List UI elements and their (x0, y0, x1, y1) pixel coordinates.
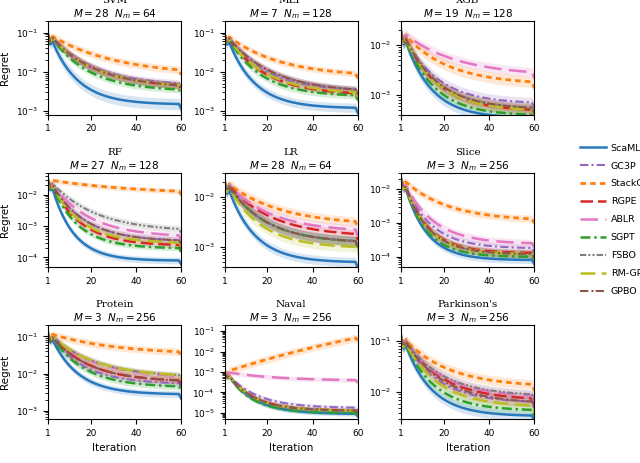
Y-axis label: Regret: Regret (0, 203, 10, 237)
Title: SVM
$M = 28$  $N_m = 64$: SVM $M = 28$ $N_m = 64$ (72, 0, 157, 21)
Title: Slice
$M = 3$  $N_m = 256$: Slice $M = 3$ $N_m = 256$ (426, 148, 509, 173)
X-axis label: Iteration: Iteration (92, 443, 137, 453)
Legend: ScaML-GP, GC3P, StackGP, RGPE, ABLR, SGPT, FSBO, RM-GP-UCB, GPBO: ScaML-GP, GC3P, StackGP, RGPE, ABLR, SGP… (580, 144, 640, 296)
Title: Protein
$M = 3$  $N_m = 256$: Protein $M = 3$ $N_m = 256$ (73, 300, 157, 325)
X-axis label: Iteration: Iteration (445, 443, 490, 453)
Title: Naval
$M = 3$  $N_m = 256$: Naval $M = 3$ $N_m = 256$ (249, 300, 333, 325)
Y-axis label: Regret: Regret (1, 50, 10, 85)
Title: XGB
$M = 19$  $N_m = 128$: XGB $M = 19$ $N_m = 128$ (422, 0, 513, 21)
Title: LR
$M = 28$  $N_m = 64$: LR $M = 28$ $N_m = 64$ (249, 148, 333, 173)
X-axis label: Iteration: Iteration (269, 443, 314, 453)
Y-axis label: Regret: Regret (1, 355, 10, 389)
Title: MLP
$M = 7$  $N_m = 128$: MLP $M = 7$ $N_m = 128$ (249, 0, 333, 21)
Title: RF
$M = 27$  $N_m = 128$: RF $M = 27$ $N_m = 128$ (69, 148, 160, 173)
Title: Parkinson's
$M = 3$  $N_m = 256$: Parkinson's $M = 3$ $N_m = 256$ (426, 300, 509, 325)
